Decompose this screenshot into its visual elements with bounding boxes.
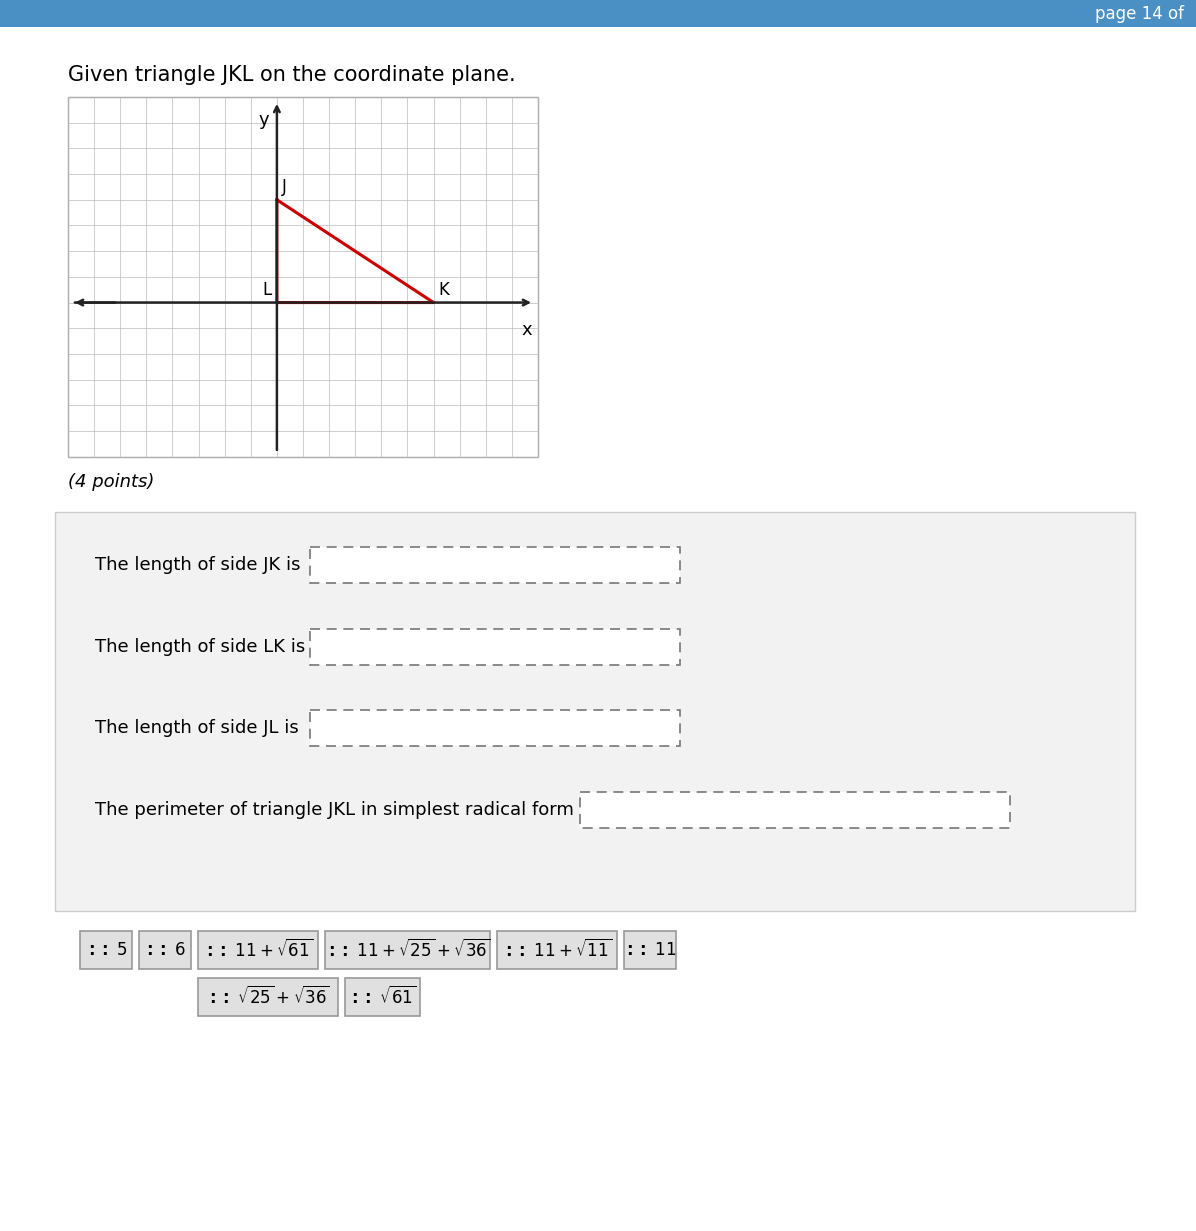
Text: page 14 of: page 14 of <box>1096 5 1184 22</box>
Bar <box>199 932 318 969</box>
Bar <box>344 979 420 1017</box>
Text: J: J <box>282 177 287 196</box>
Text: $\mathbf{::}\ 11+\sqrt{25}+\sqrt{36}$: $\mathbf{::}\ 11+\sqrt{25}+\sqrt{36}$ <box>325 939 490 961</box>
Text: The perimeter of triangle JKL in simplest radical form: The perimeter of triangle JKL in simples… <box>94 801 574 820</box>
FancyBboxPatch shape <box>580 793 1009 828</box>
FancyBboxPatch shape <box>310 629 681 665</box>
Text: x: x <box>521 320 532 339</box>
Bar <box>139 932 191 969</box>
Text: $\mathbf{::}\ 6$: $\mathbf{::}\ 6$ <box>144 942 187 959</box>
Text: The length of side JK is: The length of side JK is <box>94 555 300 574</box>
Text: L: L <box>263 281 271 299</box>
Text: K: K <box>439 281 450 299</box>
Text: $\mathbf{::}\ 11$: $\mathbf{::}\ 11$ <box>623 942 677 959</box>
Text: (4 points): (4 points) <box>68 473 154 491</box>
Bar <box>80 932 132 969</box>
Text: The length of side LK is: The length of side LK is <box>94 638 305 656</box>
Text: $\mathbf{::}\ \sqrt{25}+\sqrt{36}$: $\mathbf{::}\ \sqrt{25}+\sqrt{36}$ <box>206 986 330 1008</box>
Text: $\mathbf{::}\ 5$: $\mathbf{::}\ 5$ <box>85 942 127 959</box>
Text: y: y <box>258 111 269 129</box>
Text: $\mathbf{::}\ \sqrt{61}$: $\mathbf{::}\ \sqrt{61}$ <box>348 986 417 1008</box>
Text: The length of side JL is: The length of side JL is <box>94 719 299 737</box>
Bar <box>325 932 490 969</box>
Bar <box>498 932 617 969</box>
Text: $\mathbf{::}\ 11+\sqrt{11}$: $\mathbf{::}\ 11+\sqrt{11}$ <box>502 939 612 961</box>
FancyBboxPatch shape <box>310 547 681 582</box>
Bar <box>55 512 1135 911</box>
Text: $\mathbf{::}\ 11+\sqrt{61}$: $\mathbf{::}\ 11+\sqrt{61}$ <box>203 939 313 961</box>
Text: Given triangle JKL on the coordinate plane.: Given triangle JKL on the coordinate pla… <box>68 65 515 85</box>
Bar <box>624 932 676 969</box>
Bar <box>68 97 538 457</box>
FancyBboxPatch shape <box>310 710 681 746</box>
Bar <box>199 979 338 1017</box>
